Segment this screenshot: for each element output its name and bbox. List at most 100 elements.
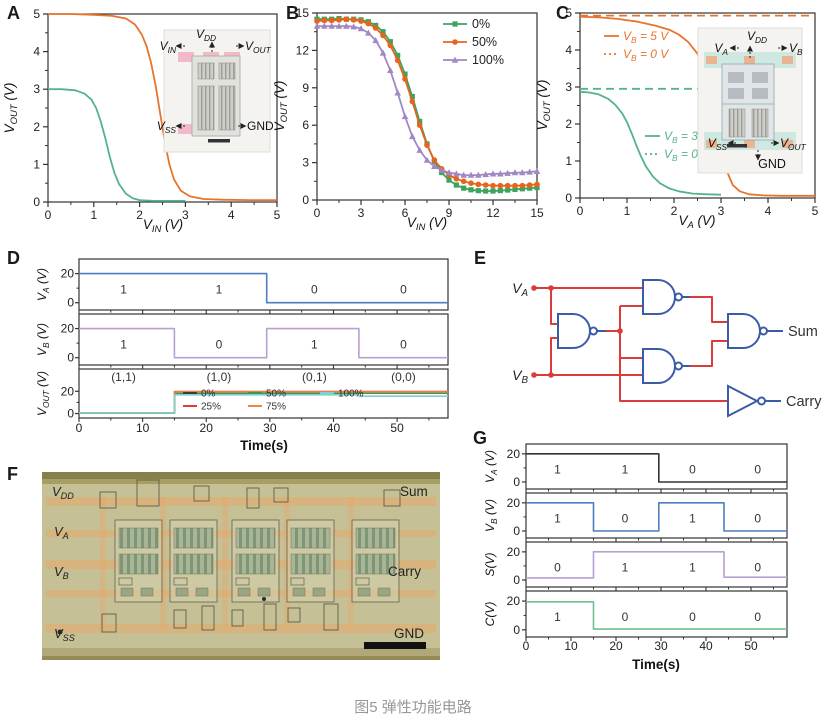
svg-text:4: 4 [565, 43, 572, 57]
figure-caption: 图5 弹性功能电路 [354, 699, 472, 716]
svg-text:GND: GND [247, 119, 274, 133]
svg-text:0: 0 [513, 573, 520, 587]
svg-text:Time(s): Time(s) [240, 438, 288, 453]
svg-text:0: 0 [577, 204, 584, 218]
svg-text:20: 20 [507, 594, 521, 608]
svg-text:20: 20 [200, 421, 214, 435]
svg-text:(0,1): (0,1) [302, 370, 327, 384]
svg-text:1: 1 [216, 283, 223, 297]
svg-text:VOUT: VOUT [780, 136, 807, 152]
svg-text:50%: 50% [472, 35, 497, 49]
svg-text:75%: 75% [266, 402, 286, 413]
panel-a-inset-photo: VDD VIN VOUT VSS GND [157, 27, 274, 153]
svg-text:0: 0 [689, 610, 696, 624]
panel-a-chart: 0 1 2 3 4 5 0 1 2 3 4 5 VIN (V) VOUT (V) [2, 7, 281, 235]
svg-text:1: 1 [622, 462, 629, 476]
svg-text:0: 0 [565, 191, 572, 205]
svg-text:(1,0): (1,0) [207, 370, 232, 384]
svg-text:VA (V): VA (V) [35, 268, 51, 301]
svg-text:0: 0 [311, 283, 318, 297]
svg-text:VIN (V): VIN (V) [143, 217, 183, 235]
svg-text:0: 0 [622, 610, 629, 624]
svg-text:VA: VA [54, 524, 69, 541]
panel-g-subplot-0: 0 20 VA (V) 1 1 0 0 [483, 443, 788, 493]
panel-b-label: B [286, 3, 299, 23]
svg-text:10: 10 [136, 421, 150, 435]
svg-text:100%: 100% [472, 53, 504, 67]
panel-g-label: G [473, 428, 488, 448]
svg-text:12: 12 [486, 206, 500, 220]
svg-text:VIN (V): VIN (V) [407, 215, 447, 233]
svg-text:25%: 25% [201, 402, 221, 413]
svg-text:40: 40 [699, 639, 713, 653]
svg-text:0: 0 [622, 511, 629, 525]
svg-text:(1,1): (1,1) [111, 370, 136, 384]
svg-text:3: 3 [302, 156, 309, 170]
svg-text:Time(s): Time(s) [632, 657, 680, 672]
svg-text:6: 6 [302, 118, 309, 132]
svg-text:VB (V): VB (V) [35, 323, 51, 356]
svg-text:GND: GND [758, 157, 786, 171]
svg-text:0: 0 [754, 560, 761, 574]
svg-text:3: 3 [718, 204, 725, 218]
svg-text:4: 4 [33, 45, 40, 59]
panel-d-subplot-0: 0 20 VA (V) 1 1 0 0 [35, 258, 449, 314]
svg-text:C(V): C(V) [483, 602, 497, 627]
svg-text:1: 1 [565, 154, 572, 168]
svg-text:0: 0 [689, 462, 696, 476]
svg-text:12: 12 [296, 43, 310, 57]
svg-text:0%: 0% [472, 17, 490, 31]
panel-g-subplot-1: 0 20 VB (V) 1 0 1 0 [483, 492, 788, 542]
svg-text:3: 3 [565, 80, 572, 94]
svg-text:VOUT (V): VOUT (V) [272, 81, 290, 132]
svg-text:VIN: VIN [160, 39, 177, 55]
panel-f-micrograph: VDD VA VB VSS Sum Carry GND [42, 472, 440, 660]
svg-text:1: 1 [554, 610, 561, 624]
svg-text:1: 1 [689, 560, 696, 574]
svg-text:2: 2 [565, 117, 572, 131]
svg-text:3: 3 [182, 208, 189, 222]
svg-text:1: 1 [90, 208, 97, 222]
svg-text:50%: 50% [266, 389, 286, 400]
panel-f-label: F [7, 464, 18, 484]
svg-text:VA (V): VA (V) [483, 450, 499, 483]
svg-text:0: 0 [33, 195, 40, 209]
svg-text:VB: VB [512, 367, 528, 386]
svg-text:20: 20 [61, 322, 75, 336]
svg-text:0: 0 [45, 208, 52, 222]
svg-text:6: 6 [402, 206, 409, 220]
svg-text:5: 5 [33, 7, 40, 21]
svg-text:1: 1 [622, 560, 629, 574]
svg-text:0: 0 [754, 610, 761, 624]
panel-c-series-3 [579, 90, 722, 196]
svg-text:1: 1 [624, 204, 631, 218]
svg-text:0: 0 [513, 524, 520, 538]
svg-text:4: 4 [765, 204, 772, 218]
panel-e-label: E [474, 248, 487, 268]
svg-text:40: 40 [327, 421, 341, 435]
panel-d-label: D [7, 248, 20, 268]
svg-text:0: 0 [67, 407, 74, 421]
svg-text:VA: VA [714, 41, 728, 57]
svg-text:0: 0 [302, 193, 309, 207]
svg-text:1: 1 [33, 157, 40, 171]
svg-text:VB (V): VB (V) [483, 499, 499, 532]
svg-text:20: 20 [61, 267, 75, 281]
panel-a-label: A [7, 3, 20, 23]
svg-text:VSS: VSS [708, 136, 728, 152]
svg-text:0: 0 [400, 338, 407, 352]
svg-text:0: 0 [76, 421, 83, 435]
svg-text:20: 20 [507, 496, 521, 510]
panel-d-subplot-2: 0 20 VOUT (V) (1,1) (1,0) (0,1) (0,0) 0% 25% 50% 7… [35, 368, 449, 422]
svg-text:0: 0 [754, 462, 761, 476]
svg-text:50: 50 [744, 639, 758, 653]
panel-b-series-0 [314, 16, 540, 194]
svg-text:2: 2 [33, 120, 40, 134]
svg-text:1: 1 [120, 338, 127, 352]
svg-text:0: 0 [216, 338, 223, 352]
svg-text:0: 0 [554, 560, 561, 574]
svg-text:VB: VB [54, 564, 69, 581]
